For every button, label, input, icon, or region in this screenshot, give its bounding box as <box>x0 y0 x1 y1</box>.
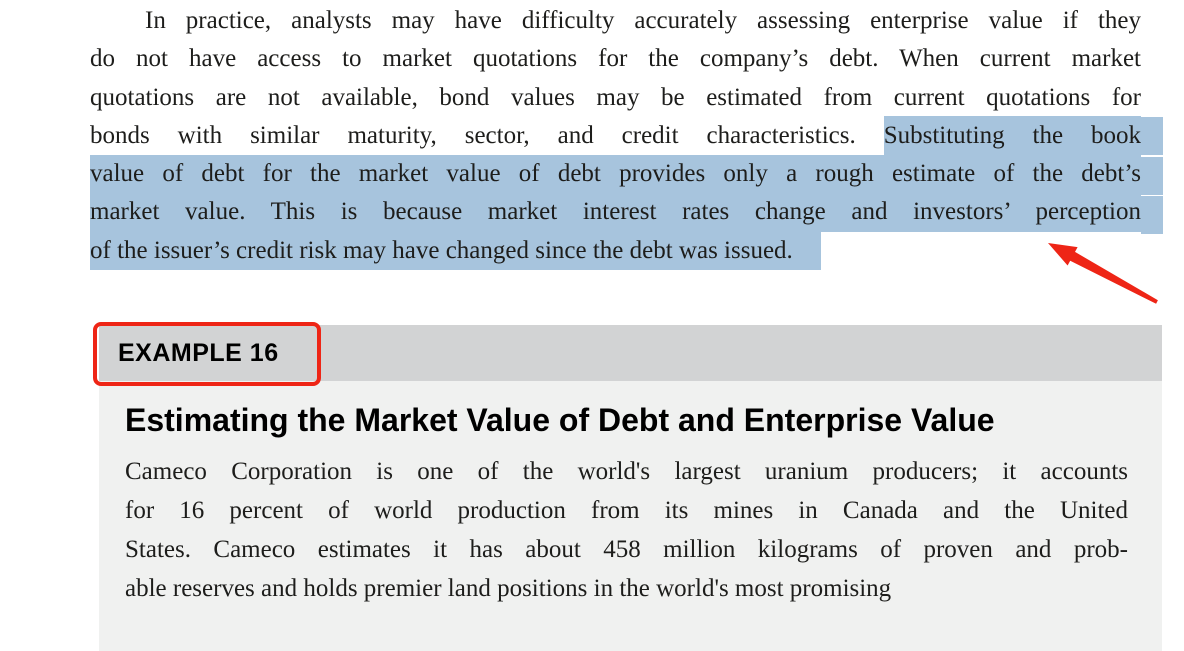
example-label: EXAMPLE 16 <box>118 339 279 367</box>
example-line: States. Cameco estimates it has about 45… <box>125 536 1128 563</box>
highlight-extension <box>1141 195 1163 234</box>
paragraph-line-highlighted: market value. This is because market int… <box>90 193 1141 232</box>
highlighted-text: Substituting the book <box>883 115 1142 155</box>
paragraph-line-highlight-start: bonds with similar maturity, sector, and… <box>90 115 1163 156</box>
example-line: able reserves and holds premier land pos… <box>125 575 892 602</box>
example-paragraph: Cameco Corporation is one of the world's… <box>125 452 1128 608</box>
paragraph-line: do not have access to market quotations … <box>90 45 1141 73</box>
highlight-extension <box>1141 157 1163 196</box>
paragraph-line: quotations are not available, bond value… <box>90 83 1141 111</box>
body-paragraph: In practice, analysts may have difficult… <box>90 2 1163 270</box>
example-line: Cameco Corporation is one of the world's… <box>125 458 1128 485</box>
paragraph-line-highlighted-end: of the issuer’s credit risk may have cha… <box>90 230 1141 270</box>
paragraph-line: In practice, analysts may have difficult… <box>145 7 1141 34</box>
example-box: EXAMPLE 16 Estimating the Market Value o… <box>99 325 1162 651</box>
example-line: for 16 percent of world production from … <box>125 497 1128 524</box>
example-title: Estimating the Market Value of Debt and … <box>125 402 995 438</box>
paragraph-line-highlighted: value of debt for the market value of de… <box>90 155 1141 194</box>
annotation-red-rectangle <box>93 322 321 386</box>
example-header-band: EXAMPLE 16 <box>99 325 1162 381</box>
highlight-extension <box>1141 116 1163 156</box>
paragraph-line-plain-text: bonds with similar maturity, sector, and… <box>90 121 856 149</box>
example-body-panel: Estimating the Market Value of Debt and … <box>99 381 1162 651</box>
annotation-red-arrow-icon <box>1048 243 1158 304</box>
highlighted-text: of the issuer’s credit risk may have cha… <box>90 230 821 270</box>
